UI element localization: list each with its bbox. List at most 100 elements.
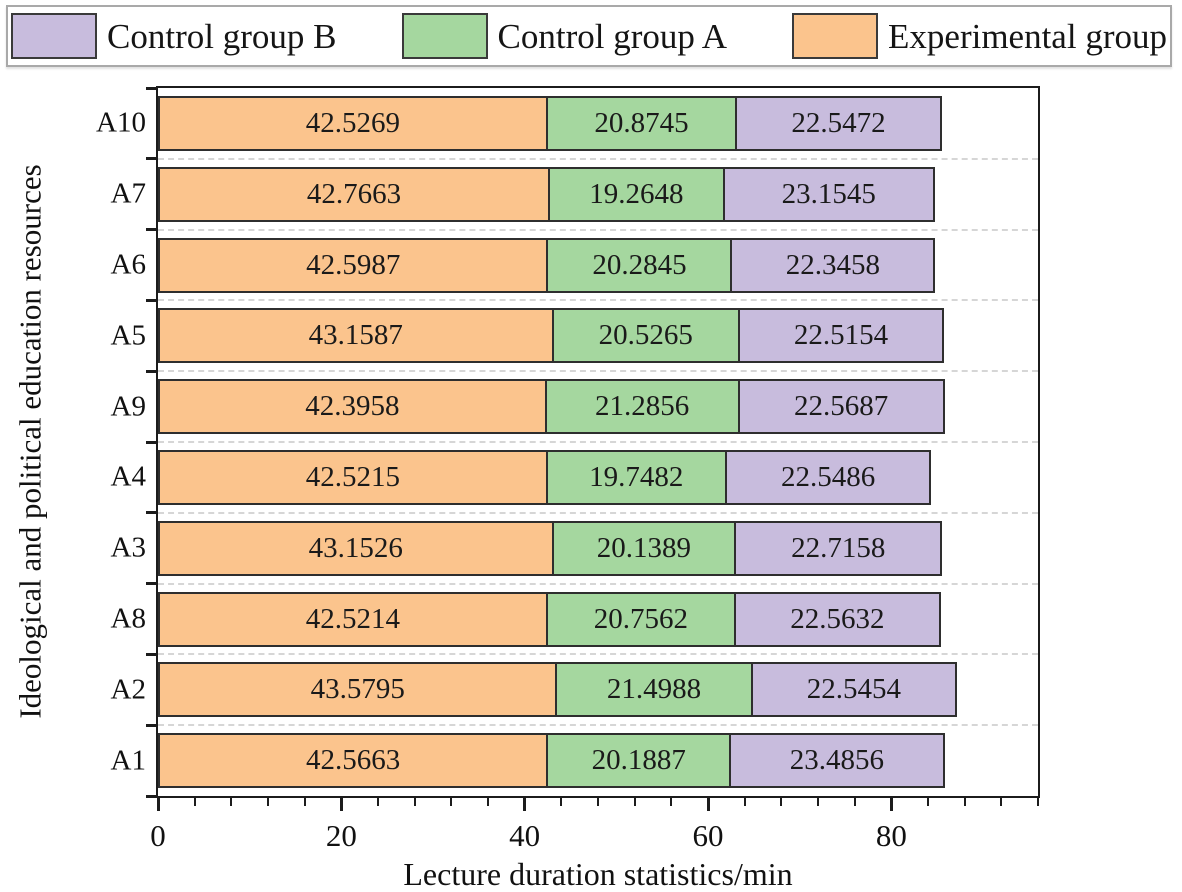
x-axis-tick-label: 80: [875, 818, 907, 853]
y-axis-tick: [146, 511, 156, 515]
y-axis-tick: [146, 440, 156, 444]
x-axis-minor-tick: [560, 798, 563, 806]
legend-swatch: [792, 13, 879, 59]
legend-label: Control group B: [107, 16, 337, 56]
bar-value-label: 23.1545: [781, 177, 876, 210]
x-axis-minor-tick: [267, 798, 269, 806]
bar-value-label: 19.2648: [589, 177, 684, 210]
legend-swatch: [11, 13, 97, 59]
gridline: [158, 157, 1038, 160]
y-category-label: A10: [96, 106, 146, 139]
bar-segment-experimental-group: 42.5215: [158, 449, 548, 505]
legend-label: Control group A: [497, 16, 727, 56]
x-axis-minor-tick: [193, 798, 196, 806]
x-axis-tick-label: 40: [509, 818, 541, 853]
x-axis-minor-tick: [633, 798, 636, 806]
bar-value-label: 43.1587: [308, 319, 403, 352]
x-axis-minor-tick: [230, 798, 233, 806]
gridline: [158, 299, 1038, 302]
bar-segment-control-group-a: 20.2845: [546, 237, 733, 293]
bar-row: 42.5663 20.1887 23.4856: [158, 733, 945, 789]
bar-row: 42.5987 20.2845 22.3458: [158, 237, 936, 293]
bar-value-label: 22.5454: [806, 673, 901, 706]
bar-segment-control-group-b: 22.7158: [734, 520, 943, 576]
y-category-label: A2: [110, 673, 146, 706]
gridline: [158, 724, 1038, 727]
bar-segment-experimental-group: 42.5214: [158, 591, 548, 647]
bar-value-label: 42.3958: [305, 390, 400, 423]
y-axis-title: Ideological and political education reso…: [12, 164, 48, 719]
x-axis-minor-tick: [817, 798, 819, 806]
bar-row: 43.1526 20.1389 22.7158: [158, 520, 943, 576]
bar-segment-control-group-b: 22.5454: [750, 662, 958, 718]
x-axis-tick-label: 20: [325, 818, 357, 853]
bar-value-label: 21.4988: [606, 673, 702, 706]
bar-value-label: 21.2856: [595, 390, 690, 423]
bar-segment-experimental-group: 42.5269: [158, 95, 548, 151]
y-category-label: A6: [110, 248, 146, 281]
legend-swatch: [401, 13, 488, 59]
y-category-label: A3: [110, 531, 146, 564]
bar-value-label: 20.1389: [596, 531, 691, 564]
x-axis-major-tick: [156, 798, 160, 811]
x-axis-minor-tick: [963, 798, 966, 806]
y-axis-tick: [146, 369, 156, 373]
y-category-label: A8: [110, 602, 146, 635]
y-axis-tick: [146, 652, 156, 656]
bar-value-label: 22.3458: [785, 248, 880, 281]
bar-segment-control-group-a: 20.5265: [551, 308, 740, 364]
x-axis-major-tick: [523, 798, 527, 811]
legend-label: Experimental group: [888, 16, 1167, 56]
x-axis-minor-tick: [1000, 798, 1003, 806]
legend-item: Experimental group: [792, 13, 1167, 59]
bar-value-label: 42.5215: [305, 460, 400, 493]
y-category-label: A1: [110, 744, 146, 777]
x-axis-major-tick: [339, 798, 343, 811]
x-axis-minor-tick: [853, 798, 856, 806]
y-axis-tick: [146, 157, 156, 161]
x-axis-tick-label: 0: [150, 818, 166, 853]
x-axis-major-tick: [706, 798, 710, 811]
bar-value-label: 42.7663: [306, 177, 402, 210]
bar-value-label: 22.5632: [790, 602, 885, 635]
bar-segment-control-group-b: 22.3458: [730, 237, 936, 293]
bar-segment-control-group-a: 19.2648: [548, 166, 725, 222]
legend-item: Control group B: [11, 13, 336, 59]
bar-segment-experimental-group: 42.5987: [158, 237, 549, 293]
gridline: [158, 582, 1038, 585]
bar-value-label: 20.2845: [592, 248, 687, 281]
y-axis-tick: [146, 723, 156, 727]
x-axis-minor-tick: [927, 798, 929, 806]
y-axis-tick: [146, 228, 156, 232]
bar-segment-experimental-group: 42.5663: [158, 733, 549, 789]
bar-row: 42.3958 21.2856 22.5687: [158, 379, 945, 435]
bar-row: 43.1587 20.5265 22.5154: [158, 308, 945, 364]
bar-value-label: 22.5472: [791, 106, 886, 139]
gridline: [158, 370, 1038, 373]
bar-value-label: 19.7482: [589, 460, 684, 493]
gridline: [158, 653, 1038, 656]
x-axis-minor-tick: [413, 798, 416, 806]
x-axis-minor-tick: [377, 798, 379, 806]
legend-item: Control group A: [401, 13, 727, 59]
bar-segment-control-group-b: 22.5687: [737, 379, 945, 435]
x-axis-tick-label: 60: [692, 818, 724, 853]
bar-segment-control-group-a: 20.7562: [545, 591, 737, 647]
bar-segment-experimental-group: 42.7663: [158, 166, 551, 222]
bar-row: 42.5214 20.7562 22.5632: [158, 591, 941, 647]
bar-segment-control-group-a: 20.8745: [545, 95, 738, 151]
bar-segment-experimental-group: 43.1587: [158, 308, 554, 364]
bar-value-label: 20.8745: [594, 106, 689, 139]
bar-row: 42.5215 19.7482 22.5486: [158, 449, 932, 505]
bar-value-label: 22.5154: [793, 319, 889, 352]
bar-row: 43.5795 21.4988 22.5454: [158, 662, 958, 718]
gridline: [158, 228, 1038, 231]
x-axis-minor-tick: [597, 798, 599, 806]
bar-value-label: 42.5214: [305, 602, 400, 635]
y-category-label: A5: [110, 319, 146, 352]
bar-segment-control-group-a: 20.1389: [551, 520, 737, 576]
x-axis-major-tick: [889, 798, 893, 811]
y-axis-tick: [146, 86, 156, 90]
bar-segment-experimental-group: 43.5795: [158, 662, 558, 718]
gridline: [158, 441, 1038, 443]
